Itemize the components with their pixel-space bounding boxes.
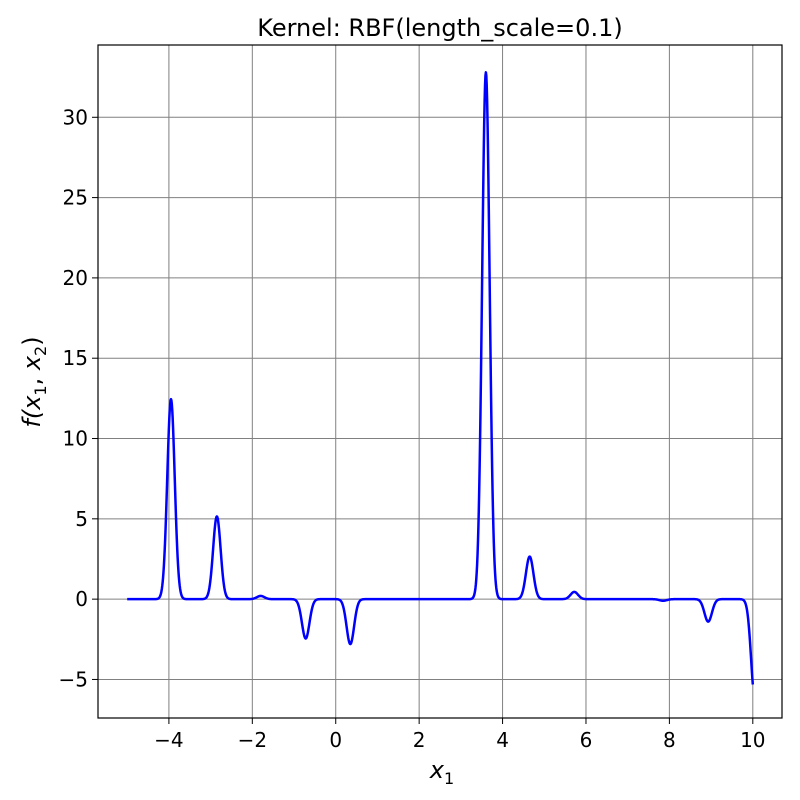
y-tick-label: 30 [63, 105, 88, 129]
y-tick-label: 20 [63, 266, 88, 290]
x-axis-label-var: x [429, 756, 445, 784]
y-tick-label: 10 [63, 427, 88, 451]
y-axis-label-f: f( [18, 408, 46, 427]
grid-lines [98, 45, 782, 718]
series-line [126, 71, 755, 685]
y-axis-label-comma: , [18, 370, 46, 385]
y-tick-label: −5 [59, 667, 88, 691]
x-tick-label: 4 [496, 728, 509, 752]
y-axis-label-x2: x [18, 355, 46, 371]
x-tick-label: −4 [154, 728, 183, 752]
chart-title: Kernel: RBF(length_scale=0.1) [257, 14, 622, 42]
y-tick-label: 0 [75, 587, 88, 611]
x-tick-label: 8 [663, 728, 676, 752]
x-tick-label: −2 [238, 728, 267, 752]
x-axis-label-subscript: 1 [444, 769, 454, 788]
y-axis-label-sub1: 1 [31, 385, 50, 395]
x-tick-label: 6 [580, 728, 593, 752]
y-tick-label: 5 [75, 507, 88, 531]
y-tick-label: 25 [63, 186, 88, 210]
y-axis-label-close: ) [18, 336, 46, 345]
data-series [126, 71, 755, 685]
y-axis-label-x1: x [18, 395, 46, 411]
y-axis-label: f(x1, x2) [18, 336, 50, 427]
x-axis-label: x1 [429, 756, 454, 788]
x-tick-label: 2 [413, 728, 426, 752]
plot-frame [97, 44, 783, 719]
x-tick-label: 0 [329, 728, 342, 752]
y-axis-label-sub2: 2 [31, 346, 50, 356]
axis-ticks: −4 −2 0 2 4 6 8 10 −5 0 5 10 15 20 25 30 [59, 105, 766, 752]
x-tick-label: 10 [740, 728, 765, 752]
y-tick-label: 15 [63, 346, 88, 370]
